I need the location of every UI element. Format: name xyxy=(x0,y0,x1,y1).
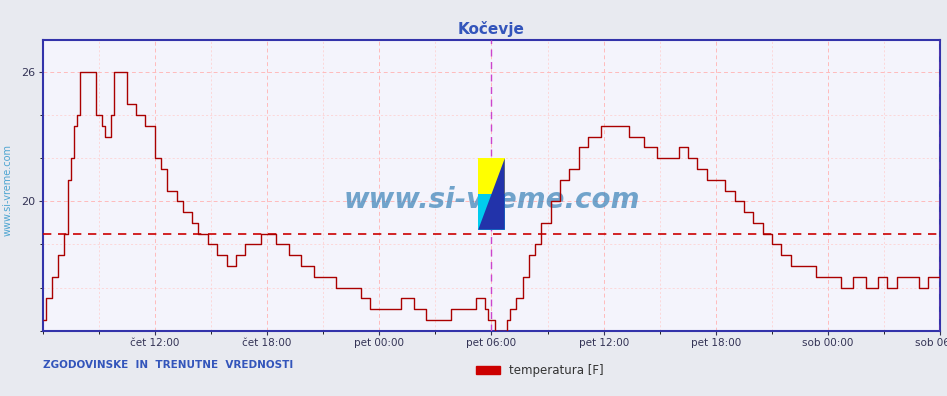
Text: www.si-vreme.com: www.si-vreme.com xyxy=(343,186,640,214)
Text: ZGODOVINSKE  IN  TRENUTNE  VREDNOSTI: ZGODOVINSKE IN TRENUTNE VREDNOSTI xyxy=(43,360,293,370)
Bar xyxy=(478,158,505,194)
Bar xyxy=(478,194,505,230)
Text: www.si-vreme.com: www.si-vreme.com xyxy=(3,144,12,236)
Polygon shape xyxy=(478,158,505,230)
Legend: temperatura [F]: temperatura [F] xyxy=(472,360,608,382)
Title: Kočevje: Kočevje xyxy=(458,21,525,37)
